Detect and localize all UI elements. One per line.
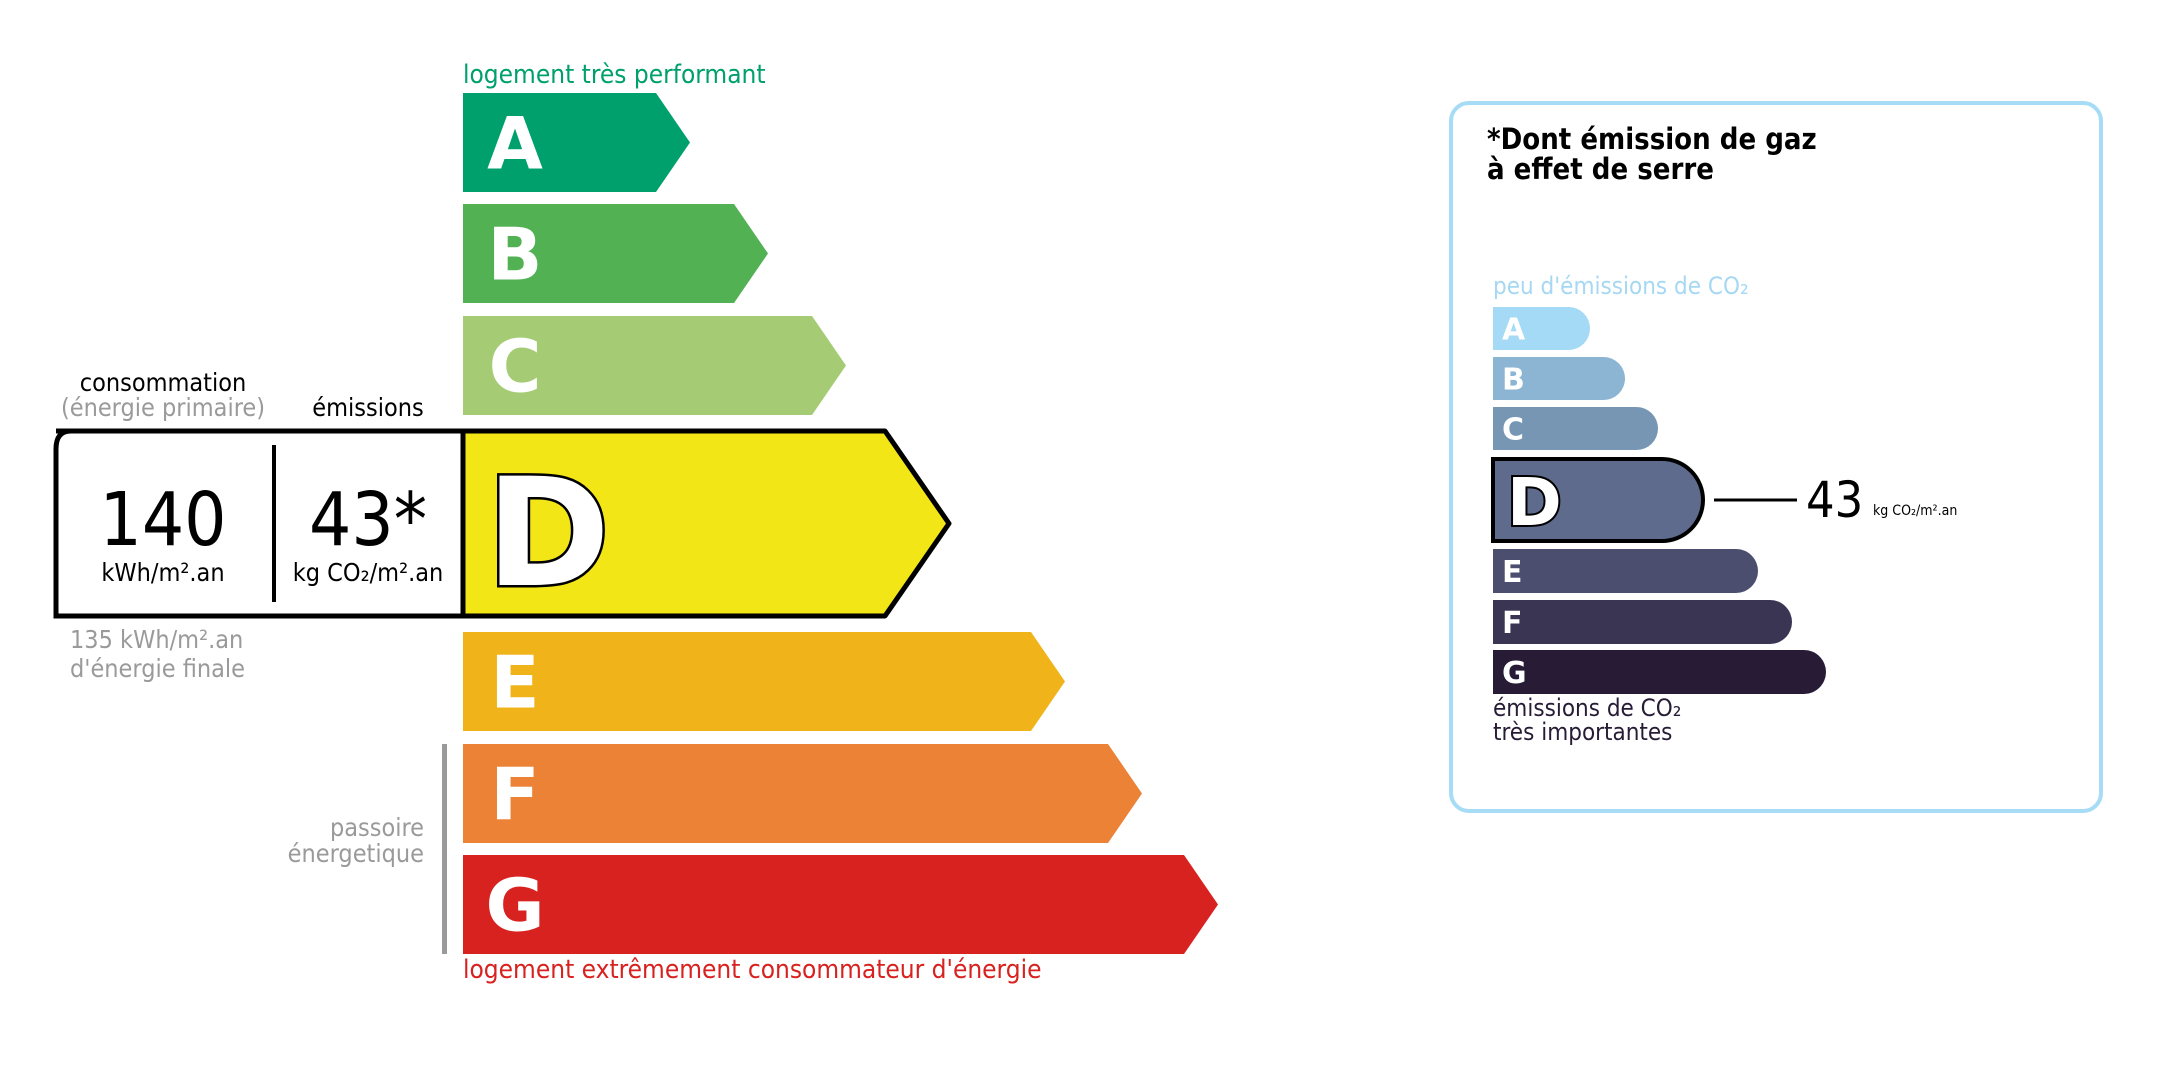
consumption-value: 140 (99, 477, 227, 563)
energy-letter-a: A (487, 102, 543, 186)
ges-title-line2: à effet de serre (1487, 152, 1714, 186)
emissions-value: 43* (309, 477, 427, 563)
ges-letter-b: B (1502, 363, 1525, 398)
energy-bar-c (463, 316, 846, 415)
ges-letter-g: G (1502, 656, 1527, 691)
energy-bar-f (463, 744, 1142, 843)
energy-bottom-label: logement extrêmement consommateur d'éner… (463, 955, 1042, 985)
passoire-line1: passoire (329, 813, 424, 842)
final-energy-line2: d'énergie finale (70, 654, 246, 683)
ges-letter-e: E (1502, 555, 1523, 590)
final-energy-line1: 135 kWh/m².an (70, 625, 244, 654)
ges-panel (1449, 101, 2103, 813)
ges-letter-d: D (1507, 464, 1562, 541)
ges-bar-e (1493, 549, 1758, 593)
ges-letter-a: A (1502, 313, 1526, 348)
emissions-unit: kg CO₂/m².an (292, 558, 444, 587)
emissions-header: émissions (312, 393, 424, 422)
ges-unit: kg CO₂/m².an (1873, 503, 1958, 519)
values-box: 140 kWh/m².an 43* kg CO₂/m².an (53, 431, 465, 616)
energy-letter-f: F (490, 753, 539, 837)
ges-bar-b (1493, 357, 1625, 400)
consumption-subheader: (énergie primaire) (60, 393, 266, 422)
ges-letter-f: F (1502, 606, 1523, 641)
energy-bar-a (463, 93, 690, 192)
ges-title-line1: *Dont émission de gaz (1487, 122, 1817, 156)
passoire-label: passoire énergetique (250, 815, 424, 867)
energy-bar-b (463, 204, 768, 303)
energy-bar-e (463, 632, 1065, 731)
energy-top-label: logement très performant (463, 60, 766, 90)
passoire-line2: énergetique (287, 839, 424, 868)
ges-letter-c: C (1502, 413, 1524, 448)
ges-value: 43 (1806, 471, 1864, 529)
consumption-header: consommation (79, 368, 247, 397)
energy-bar-g (463, 855, 1218, 954)
energy-letter-d: D (486, 447, 611, 621)
energy-letter-b: B (488, 213, 543, 297)
ges-bottom-line1: émissions de CO₂ (1493, 694, 1682, 722)
ges-bar-g (1493, 650, 1826, 694)
energy-letter-g: G (485, 864, 544, 948)
ges-bottom-line2: très importantes (1493, 718, 1673, 746)
passoire-bracket (442, 744, 447, 954)
energy-letter-c: C (489, 325, 542, 409)
ges-bar-c (1493, 407, 1658, 450)
energy-letter-e: E (490, 641, 539, 725)
ges-bar-a (1493, 307, 1590, 350)
consumption-unit: kWh/m².an (101, 558, 225, 587)
values-box-border (53, 428, 466, 619)
ges-bar-f (1493, 600, 1792, 644)
ges-top-label: peu d'émissions de CO₂ (1493, 272, 1749, 300)
ges-bar-d (1491, 457, 1705, 543)
